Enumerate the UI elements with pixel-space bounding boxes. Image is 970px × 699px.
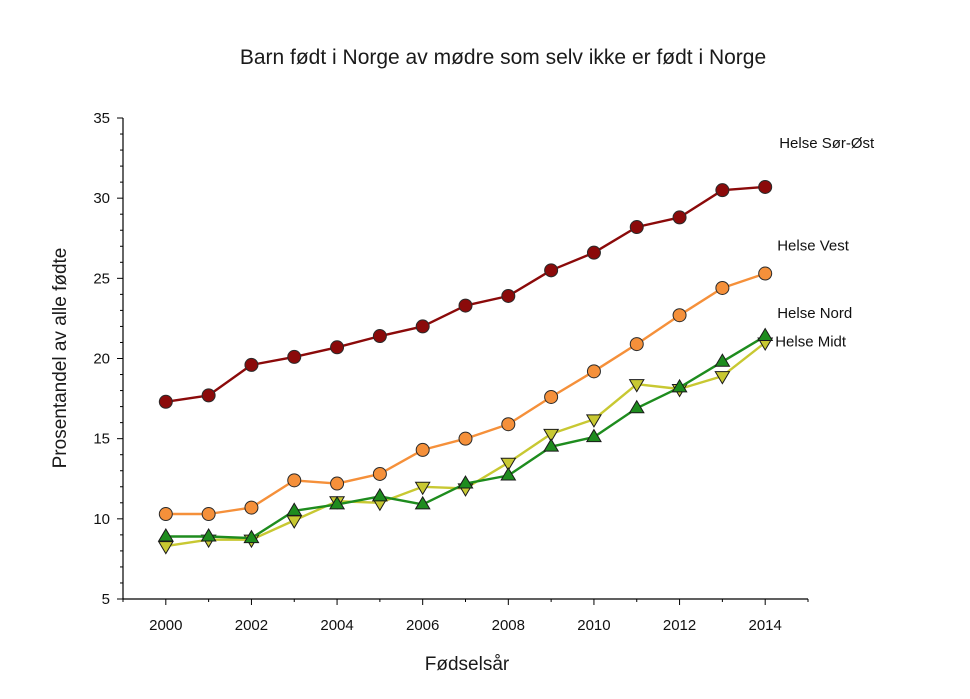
data-point — [330, 476, 345, 491]
label-helse-nord: Helse Nord — [777, 305, 852, 322]
y-axis-label: Prosentandel av alle fødte — [50, 248, 71, 469]
y-tick-label: 20 — [93, 351, 110, 368]
data-point — [158, 394, 173, 409]
data-point — [715, 183, 730, 198]
data-point — [201, 388, 216, 403]
data-point — [457, 475, 474, 489]
data-point — [671, 378, 688, 393]
data-point — [501, 417, 516, 432]
data-point — [543, 428, 560, 443]
data-point — [414, 481, 431, 496]
x-tick-label: 2008 — [492, 617, 525, 634]
data-point — [715, 280, 730, 295]
data-point — [585, 414, 602, 428]
series-layer — [157, 179, 774, 555]
data-point — [244, 357, 259, 372]
data-point — [157, 541, 174, 555]
data-point — [543, 438, 560, 452]
data-point — [500, 457, 517, 472]
data-point — [287, 349, 302, 364]
y-tick-label: 5 — [102, 591, 110, 608]
series-helse-nord — [157, 327, 774, 544]
label-helse-midt: Helse Midt — [775, 333, 847, 350]
data-point — [714, 353, 731, 367]
data-point — [415, 442, 430, 457]
y-axis-ticks: 5 10 15 20 25 30 35 — [93, 110, 123, 608]
x-tick-label: 2004 — [320, 617, 353, 634]
data-point — [158, 507, 173, 522]
data-point — [501, 288, 516, 303]
data-point — [544, 263, 559, 278]
data-point — [286, 515, 303, 529]
y-tick-label: 25 — [93, 270, 110, 287]
data-point — [200, 527, 217, 542]
label-helse-vest: Helse Vest — [777, 238, 850, 255]
data-point — [287, 473, 302, 488]
data-point — [372, 329, 387, 344]
x-tick-label: 2006 — [406, 617, 439, 634]
series-helse-vest — [158, 266, 773, 522]
data-point — [628, 379, 645, 393]
data-point — [415, 319, 430, 334]
data-point — [586, 364, 601, 379]
data-point — [672, 308, 687, 323]
data-point — [329, 495, 346, 510]
data-point — [629, 220, 644, 235]
data-point — [758, 179, 773, 194]
y-tick-label: 10 — [93, 511, 110, 528]
data-point — [672, 210, 687, 225]
x-tick-label: 2010 — [577, 617, 610, 634]
data-point — [757, 327, 774, 342]
chart-title: Barn født i Norge av mødre som selv ikke… — [240, 46, 766, 69]
data-point — [371, 487, 388, 502]
data-point — [714, 371, 731, 385]
y-tick-label: 35 — [93, 110, 110, 127]
data-point — [330, 340, 345, 355]
x-tick-label: 2002 — [235, 617, 268, 634]
x-tick-label: 2014 — [749, 617, 782, 634]
y-tick-label: 15 — [93, 431, 110, 448]
data-point — [458, 298, 473, 313]
data-point — [544, 389, 559, 404]
data-point — [585, 428, 602, 443]
data-point — [414, 495, 431, 510]
data-point — [244, 500, 259, 515]
x-axis-label: Fødselsår — [425, 654, 510, 675]
x-axis-ticks: 2000 2002 2004 2006 2008 2010 2012 2014 — [122, 599, 809, 634]
data-point — [628, 399, 645, 414]
label-helse-s-r-st: Helse Sør-Øst — [779, 135, 875, 152]
x-tick-label: 2012 — [663, 617, 696, 634]
data-point — [458, 431, 473, 446]
series-labels: Helse Sør-Øst Helse Vest Helse Nord Helse M… — [775, 135, 875, 351]
series-helse-s-r-st — [158, 179, 773, 409]
data-point — [758, 266, 773, 281]
x-tick-label: 2000 — [149, 617, 182, 634]
data-point — [157, 527, 174, 542]
y-tick-label: 30 — [93, 190, 110, 207]
data-point — [500, 467, 517, 481]
data-point — [201, 507, 216, 522]
data-point — [629, 337, 644, 352]
data-point — [243, 529, 260, 544]
data-point — [586, 245, 601, 260]
data-point — [372, 466, 387, 481]
data-point — [286, 502, 303, 516]
